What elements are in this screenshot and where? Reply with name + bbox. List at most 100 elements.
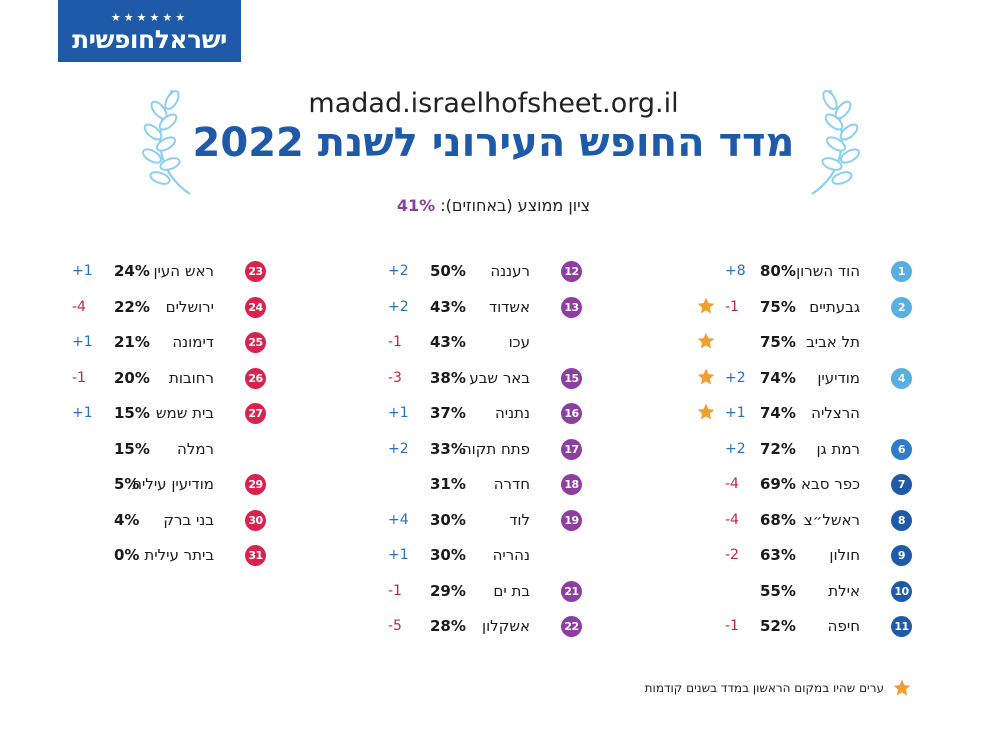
city-score: 15% [114, 404, 150, 422]
rank-change: -3 [388, 369, 402, 386]
ranking-row: 27 בית שמש 15% +1 [0, 402, 274, 426]
ranking-row: 1 הוד השרון 80% +8 [600, 260, 920, 284]
city-name: ראש העין [153, 262, 214, 280]
ranking-row: 24 ירושלים 22% -4 [0, 296, 274, 320]
city-score: 29% [430, 581, 466, 600]
city-score: 43% [430, 333, 466, 351]
ranking-row: 31 ביתר עילית 0% [0, 544, 274, 568]
ranking-row: 11 חיפה 52% -1 [600, 615, 920, 639]
city-score: 22% [114, 297, 150, 316]
city-name: ירושלים [165, 297, 214, 316]
ranking-row: 6 רמת גן 72% +2 [600, 438, 920, 462]
city-score: 30% [430, 546, 466, 564]
ranking-row: 26 רחובות 20% -1 [0, 367, 274, 391]
rank-change: -1 [388, 582, 402, 599]
rank-change: +2 [725, 369, 746, 386]
city-name: בת ים [493, 581, 530, 600]
city-score: 38% [430, 368, 466, 387]
ranking-row: 15 באר שבע 38% -3 [270, 367, 590, 391]
city-score: 5% [114, 475, 140, 493]
rank-badge: 30 [245, 509, 266, 531]
city-score: 80% [760, 262, 796, 280]
footnote-text: ערים שהיו במקום הראשון במדד בשנים קודמות [644, 681, 884, 695]
city-score: 74% [760, 404, 796, 422]
rank-badge: 8 [891, 509, 912, 531]
footnote: ערים שהיו במקום הראשון במדד בשנים קודמות [600, 678, 920, 700]
ranking-row: 30 בני ברק 4% [0, 509, 274, 533]
ranking-row: 22 אשקלון 28% -5 [270, 615, 590, 639]
rank-change: +1 [388, 547, 409, 563]
rank-change: -4 [725, 476, 739, 492]
city-name: רמלה [177, 439, 214, 458]
rank-change: +1 [388, 405, 409, 421]
rank-change: +1 [72, 263, 93, 279]
rank-badge: 31 [245, 545, 266, 566]
ranking-row: 8 ראשל״צ 68% -4 [600, 509, 920, 533]
city-score: 28% [430, 617, 466, 635]
city-score: 31% [430, 475, 466, 493]
city-score: 69% [760, 475, 796, 493]
ranking-row: 16 נתניה 37% +1 [270, 402, 590, 426]
rank-badge: 24 [245, 296, 266, 318]
page-title: מדד החופש העירוני לשנת 2022 [192, 120, 795, 166]
city-name: נהריה [492, 546, 530, 564]
city-score: 74% [760, 368, 796, 387]
logo: ★★★★★★ ישראלחופשית [58, 0, 241, 62]
ranking-row: 29 מודיעין עילית 5% [0, 473, 274, 497]
rank-badge: 7 [891, 474, 912, 495]
rank-change: +2 [388, 440, 409, 457]
ranking-row: 12 רעננה 50% +2 [270, 260, 590, 284]
city-name: דימונה [172, 333, 214, 351]
rank-badge: 25 [245, 332, 266, 353]
city-name: כפר סבא [801, 475, 860, 493]
ranking-row: נהריה 30% +1 [270, 544, 590, 568]
city-name: מודיעין עילית [132, 475, 214, 493]
laurel-left-icon [142, 89, 191, 195]
city-name: אשקלון [482, 617, 530, 635]
city-name: רחובות [169, 368, 214, 387]
city-score: 68% [760, 510, 796, 529]
ranking-row: 7 כפר סבא 69% -4 [600, 473, 920, 497]
city-score: 33% [430, 439, 466, 458]
ranking-row: 13 אשדוד 43% +2 [270, 296, 590, 320]
ranking-row: 17 פתח תקוה 33% +2 [270, 438, 590, 462]
logo-text: ישראלחופשית [72, 25, 227, 54]
rank-change: +2 [725, 440, 746, 457]
city-name: חיפה [827, 617, 860, 635]
city-name: חולון [829, 546, 860, 564]
city-name: רמת גן [816, 439, 860, 458]
rank-change: -1 [72, 369, 86, 386]
rank-badge: 6 [891, 438, 912, 460]
city-name: בית שמש [155, 404, 214, 422]
star-icon [697, 297, 715, 313]
logo-stars: ★★★★★★ [110, 11, 189, 24]
site-url: madad.israelhofsheet.org.il [308, 88, 679, 119]
rank-badge: 15 [561, 367, 582, 389]
rank-change: -1 [388, 334, 402, 350]
rank-change: +1 [72, 334, 93, 350]
average-score: ציון ממוצע (באחוזים): 41% [0, 196, 987, 215]
city-score: 24% [114, 262, 150, 280]
ranking-row: 4 מודיעין 74% +2 [600, 367, 920, 391]
rank-change: -4 [725, 511, 739, 528]
city-name: רעננה [490, 262, 530, 280]
rank-badge: 4 [891, 367, 912, 389]
rank-badge: 1 [891, 261, 912, 282]
star-icon [697, 332, 715, 349]
rank-badge: 19 [561, 509, 582, 531]
city-name: נתניה [494, 404, 530, 422]
rank-change: +1 [725, 405, 746, 421]
rank-badge: 26 [245, 367, 266, 389]
average-value: 41% [396, 196, 436, 215]
rank-badge: 22 [561, 616, 582, 637]
city-score: 52% [760, 617, 796, 635]
ranking-row: 9 חולון 63% -2 [600, 544, 920, 568]
rank-badge: 29 [245, 474, 266, 495]
ranking-row: 25 דימונה 21% +1 [0, 331, 274, 355]
rank-change: +2 [388, 263, 409, 279]
city-name: בני ברק [163, 510, 214, 529]
city-score: 15% [114, 439, 150, 458]
rank-badge: 9 [891, 545, 912, 566]
city-name: ראשל״צ [803, 510, 860, 529]
city-score: 4% [114, 510, 140, 529]
